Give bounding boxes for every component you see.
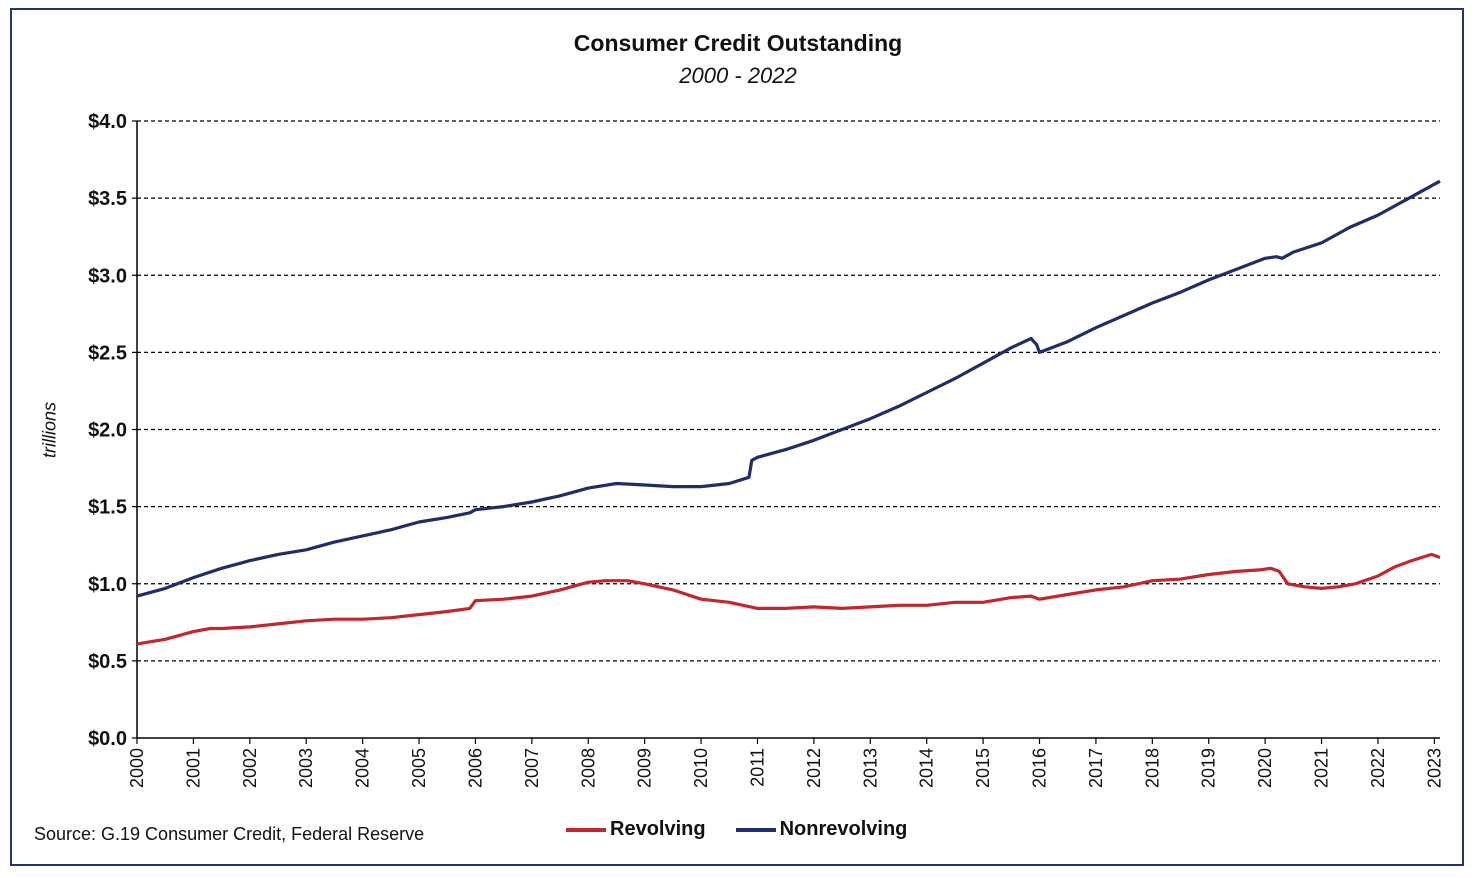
chart-frame [10,8,1464,866]
y-tick-label-7: $3.5 [88,188,127,210]
x-tick-label-17: 2017 [1086,748,1106,788]
y-tick-label-5: $2.5 [88,342,127,364]
x-tick-label-18: 2018 [1142,748,1162,788]
x-tick-label-3: 2003 [296,748,316,788]
x-tick-label-7: 2007 [522,748,542,788]
x-tick-label-14: 2014 [917,748,937,788]
x-tick-label-9: 2009 [635,748,655,788]
x-tick-label-8: 2008 [578,748,598,788]
x-tick-label-20: 2020 [1255,748,1275,788]
x-tick-label-19: 2019 [1199,748,1219,788]
source-note: Source: G.19 Consumer Credit, Federal Re… [34,824,425,844]
legend-item-revolving: Revolving [566,818,706,841]
x-tick-label-2: 2002 [240,748,260,788]
legend-label-nonrevolving: Nonrevolving [779,818,908,840]
x-tick-label-22: 2022 [1368,748,1388,788]
x-tick-label-1: 2001 [183,748,203,788]
y-tick-label-1: $0.5 [88,651,127,673]
y-tick-label-6: $3.0 [88,265,127,287]
y-tick-label-0: $0.0 [88,728,127,750]
legend-label-revolving: Revolving [610,818,706,840]
x-tick-label-15: 2015 [973,748,993,788]
chart-title: Consumer Credit Outstanding [573,30,903,56]
y-tick-label-8: $4.0 [88,111,127,133]
y-tick-label-2: $1.0 [88,574,127,596]
y-tick-label-3: $1.5 [88,497,127,519]
y-tick-label-4: $2.0 [88,420,127,442]
series-line-revolving [136,552,1441,646]
legend: Revolving Nonrevolving [566,818,907,841]
x-tick-label-6: 2006 [465,748,485,788]
x-tick-label-12: 2012 [804,748,824,788]
x-tick-label-0: 2000 [127,748,147,788]
legend-swatch-revolving [566,827,606,832]
series-line-nonrevolving [136,179,1441,598]
x-tick-label-16: 2016 [1030,748,1050,788]
x-tick-label-23: 2023 [1424,748,1444,788]
x-tick-label-4: 2004 [353,748,373,788]
x-tick-label-10: 2010 [691,748,711,788]
x-tick-label-11: 2011 [747,748,767,787]
legend-swatch-nonrevolving [735,827,776,832]
x-tick-label-5: 2005 [409,748,429,788]
legend-item-nonrevolving: Nonrevolving [735,818,908,841]
x-tick-label-13: 2013 [860,748,880,788]
x-tick-label-21: 2021 [1312,748,1332,788]
chart-subtitle: 2000 - 2022 [679,63,797,88]
